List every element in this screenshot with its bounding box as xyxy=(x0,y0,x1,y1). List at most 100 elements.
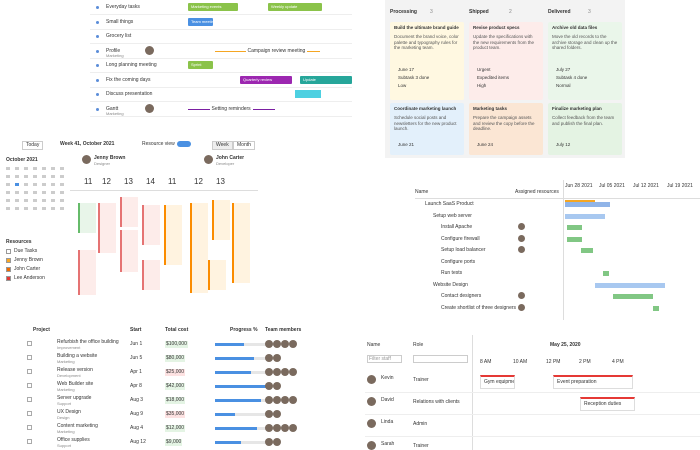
staff-name: David xyxy=(381,397,394,403)
calendar-event xyxy=(164,205,182,265)
calendar-event xyxy=(142,205,160,245)
mini-day xyxy=(15,183,19,186)
avatar xyxy=(518,292,525,299)
divider xyxy=(563,180,564,320)
project-owner: Development xyxy=(57,373,81,378)
avatar xyxy=(289,340,297,348)
mini-day xyxy=(6,191,10,194)
dot xyxy=(96,93,99,96)
gantt-date: Jul 19 2021 xyxy=(667,183,693,189)
column-count: 2 xyxy=(509,9,512,15)
avatar xyxy=(265,396,273,404)
day-number: 12 xyxy=(102,177,111,186)
legend-box xyxy=(6,276,11,281)
event-label: Sprint xyxy=(191,62,202,67)
day-number: 11 xyxy=(84,177,93,186)
checkbox xyxy=(27,411,32,416)
event-bar: Marketing events xyxy=(188,3,238,11)
row-sub: Marketing xyxy=(106,110,124,116)
card-text: Move the old records to the archive stor… xyxy=(552,34,618,51)
avatar xyxy=(289,368,297,376)
project-name: Web Builder site xyxy=(57,381,94,387)
projects-table: Project Start Total cost Progress % Team mem… xyxy=(25,325,325,450)
card: Marketing tasks Prepare the campaign asse… xyxy=(469,103,543,155)
hour: 12 PM xyxy=(546,359,561,365)
checkbox xyxy=(27,439,32,444)
project-name: Building a website xyxy=(57,353,98,359)
row-line xyxy=(90,86,352,88)
header-line xyxy=(415,198,700,199)
row-name: Fix the coming days xyxy=(106,76,151,83)
mini-day xyxy=(42,191,46,194)
row-line xyxy=(90,72,352,73)
avatar xyxy=(273,424,281,432)
event-label: Reception duties xyxy=(584,401,622,407)
row-line xyxy=(90,14,352,15)
mini-day xyxy=(15,207,19,210)
gantt-bar xyxy=(595,282,665,288)
calendar-event xyxy=(190,203,208,293)
resource-view: Resource view xyxy=(142,141,175,147)
dot xyxy=(96,20,99,24)
avatar xyxy=(265,424,273,432)
staff-name: Linda xyxy=(381,419,394,425)
row-name: Everyday tasks xyxy=(106,4,140,10)
checkbox xyxy=(27,355,32,360)
legend-title: Resources xyxy=(6,239,32,245)
project-owner: Support xyxy=(57,401,72,406)
checkbox xyxy=(27,425,32,430)
event-bar: Team meeting xyxy=(188,17,213,26)
progress-bar xyxy=(215,427,258,430)
mini-day xyxy=(6,183,10,186)
date: May 25, 2020 xyxy=(550,342,581,348)
card-text: Update the specifications with the new r… xyxy=(473,34,535,51)
staff-name: Sarah xyxy=(381,441,395,447)
mini-day xyxy=(33,207,37,210)
hour: 2 PM xyxy=(579,359,591,365)
column-header: Team members xyxy=(265,327,302,333)
project-owner: Marketing xyxy=(57,429,75,434)
avatar xyxy=(518,246,525,253)
filter-input xyxy=(413,355,468,363)
card-meta: June 21 xyxy=(398,142,415,147)
mini-day xyxy=(60,207,64,210)
column-header: Name xyxy=(367,342,381,348)
start: Apr 1 xyxy=(130,369,142,375)
card-meta: Normal xyxy=(556,83,571,88)
avatar xyxy=(367,419,376,428)
cost: $100,000 xyxy=(165,341,188,348)
card: Coordinate marketing launch Schedule soci… xyxy=(390,103,464,155)
card-title: Archive old data files xyxy=(552,25,598,30)
mini-day xyxy=(60,191,64,194)
avatar xyxy=(367,441,376,450)
task-name: Contact designers xyxy=(441,293,482,299)
start: Jun 1 xyxy=(130,341,143,347)
event-bar: Sprint xyxy=(188,61,213,69)
column-header: Project xyxy=(33,327,50,333)
card-text: Collect feedback from the team and publi… xyxy=(552,115,615,126)
staff-role: Admin xyxy=(413,421,428,427)
resource-name: Jenny Brown xyxy=(94,155,126,161)
mini-day xyxy=(60,175,64,178)
legend-label: Jenny Brown xyxy=(14,257,43,263)
calendar-event xyxy=(78,203,96,233)
staff-role: Relations with clients xyxy=(413,399,460,405)
event-label: Event preparation xyxy=(557,379,597,385)
task-name: Create shortlist of three designers xyxy=(441,304,517,311)
mini-day xyxy=(51,191,55,194)
mini-day xyxy=(24,191,28,194)
cost: $9,000 xyxy=(165,439,183,446)
row-name: Gantt xyxy=(106,105,119,112)
view-button: Week xyxy=(212,141,233,150)
avatar xyxy=(273,368,281,376)
mini-day xyxy=(24,207,28,210)
row-name: Small things xyxy=(106,18,134,25)
row-line xyxy=(90,115,352,117)
avatar xyxy=(145,45,154,55)
task-name: Install Apache xyxy=(441,224,473,230)
cost: $25,000 xyxy=(165,369,186,376)
mini-day xyxy=(24,167,28,170)
progress-bar xyxy=(215,441,241,444)
start: Jun 5 xyxy=(130,355,143,361)
card-title: Finalize marketing plan xyxy=(552,106,602,111)
